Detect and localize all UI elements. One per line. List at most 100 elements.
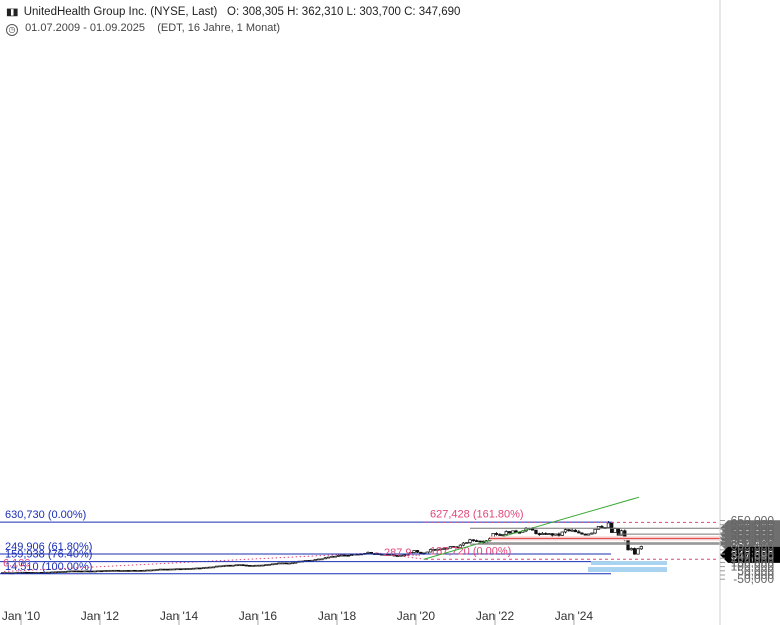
candle-body bbox=[537, 533, 541, 535]
candle-body bbox=[168, 568, 173, 571]
candle-body bbox=[244, 564, 248, 567]
candle-body bbox=[116, 569, 120, 572]
candle-body bbox=[415, 550, 420, 553]
candle-body bbox=[563, 529, 568, 533]
y-axis-tick-label: 200,000 bbox=[731, 551, 775, 565]
candle-body bbox=[264, 564, 268, 567]
candle-body bbox=[632, 548, 637, 555]
candle-body bbox=[412, 550, 416, 553]
candle-body bbox=[43, 571, 48, 574]
x-axis-tick-label: Jan '10 bbox=[2, 609, 41, 623]
x-axis-tick-label: Jan '14 bbox=[160, 609, 199, 623]
candle-body bbox=[132, 569, 137, 572]
candle-body bbox=[313, 558, 318, 561]
candle-body bbox=[93, 570, 97, 573]
candle-body bbox=[280, 562, 285, 565]
y-axis-tick-label: 250,000 bbox=[731, 547, 775, 561]
candle-body bbox=[517, 531, 522, 534]
y-axis-tick-label: 400,000 bbox=[731, 534, 775, 548]
candle-body bbox=[458, 544, 463, 549]
candle-body bbox=[471, 539, 476, 542]
candle-body bbox=[270, 563, 275, 566]
candle-body bbox=[221, 565, 225, 568]
candle-body bbox=[24, 571, 28, 574]
candle-body bbox=[501, 534, 505, 536]
candle-body bbox=[165, 568, 169, 571]
candle-body bbox=[590, 532, 594, 535]
candle-body bbox=[606, 522, 611, 528]
candle-body bbox=[333, 555, 337, 558]
candle-body bbox=[50, 571, 54, 574]
x-axis-tick-label: Jan '24 bbox=[555, 609, 594, 623]
candle-body bbox=[550, 533, 554, 536]
candle-body bbox=[247, 564, 252, 567]
y-axis-tick-label: 650,000 bbox=[731, 513, 775, 527]
candle-body bbox=[323, 557, 327, 560]
candle-body bbox=[56, 571, 61, 574]
candle-body bbox=[613, 528, 617, 533]
candle-body bbox=[435, 548, 439, 551]
fib-blue-label: 630,730 (0.00%) bbox=[5, 509, 86, 521]
ohlc-readout: O: 308,305 H: 362,310 L: 303,700 C: 347,… bbox=[227, 6, 461, 18]
candle-body bbox=[366, 551, 370, 554]
fib-blue-label: 14,510 (100.00%) bbox=[5, 561, 92, 573]
candle-body bbox=[455, 546, 459, 549]
candle-body bbox=[290, 562, 295, 565]
candle-body bbox=[316, 558, 321, 561]
candle-body bbox=[261, 564, 265, 567]
y-axis-tick-label: 500,000 bbox=[731, 526, 775, 540]
candle-body bbox=[468, 539, 472, 543]
candle-body bbox=[63, 571, 67, 573]
candle-body bbox=[452, 546, 456, 548]
candle-body bbox=[326, 556, 331, 559]
y-axis-tick-label: 450,000 bbox=[731, 530, 775, 544]
candle-body bbox=[142, 569, 147, 572]
candle-body bbox=[626, 539, 630, 551]
support-zone bbox=[588, 567, 667, 573]
candle-body bbox=[349, 554, 354, 556]
candle-body bbox=[254, 564, 258, 567]
candle-body bbox=[66, 570, 71, 573]
candle-body bbox=[79, 570, 84, 573]
candle-body bbox=[162, 568, 166, 571]
candle-body bbox=[73, 570, 77, 573]
candle-body bbox=[234, 564, 238, 567]
candle-body bbox=[395, 555, 400, 557]
candle-body bbox=[237, 564, 242, 567]
y-axis-tick-label: 550,000 bbox=[731, 522, 775, 536]
x-axis-tick-label: Jan '18 bbox=[318, 609, 357, 623]
candle-body bbox=[267, 563, 271, 566]
candle-body bbox=[284, 562, 288, 565]
candle-body bbox=[445, 547, 449, 550]
candle-body bbox=[185, 568, 189, 570]
candle-body bbox=[182, 568, 186, 571]
instrument-title: UnitedHealth Group Inc. (NYSE, Last) bbox=[23, 6, 218, 18]
candle-body bbox=[53, 571, 58, 574]
x-axis-tick-label: Jan '16 bbox=[239, 609, 278, 623]
candle-body bbox=[86, 570, 90, 573]
candle-body bbox=[76, 570, 80, 573]
clock-icon: ◷ bbox=[6, 24, 18, 36]
chart-subheader: ◷ 01.07.2009 - 01.09.2025 (EDT, 16 Jahre… bbox=[6, 22, 280, 36]
candle-body bbox=[208, 566, 212, 569]
candle-body bbox=[218, 565, 222, 568]
candle-body bbox=[428, 549, 433, 553]
candle-body bbox=[534, 529, 538, 534]
candle-body bbox=[402, 554, 406, 557]
candle-body bbox=[228, 564, 232, 567]
candle-body bbox=[511, 530, 515, 534]
candle-body bbox=[570, 529, 574, 532]
candle-body bbox=[504, 531, 508, 535]
candle-body bbox=[557, 533, 561, 536]
candle-body bbox=[172, 568, 176, 571]
candle-body bbox=[392, 554, 396, 557]
candle-body bbox=[20, 571, 25, 574]
candle-body bbox=[544, 533, 548, 535]
last-price-label-bg bbox=[720, 546, 780, 563]
chart-header: ▮▯▮ UnitedHealth Group Inc. (NYSE, Last)… bbox=[6, 6, 460, 18]
candle-body bbox=[336, 555, 341, 557]
candle-body bbox=[340, 554, 344, 557]
candle-body bbox=[530, 528, 535, 531]
candlestick-icon: ▮▯▮ bbox=[6, 7, 18, 18]
